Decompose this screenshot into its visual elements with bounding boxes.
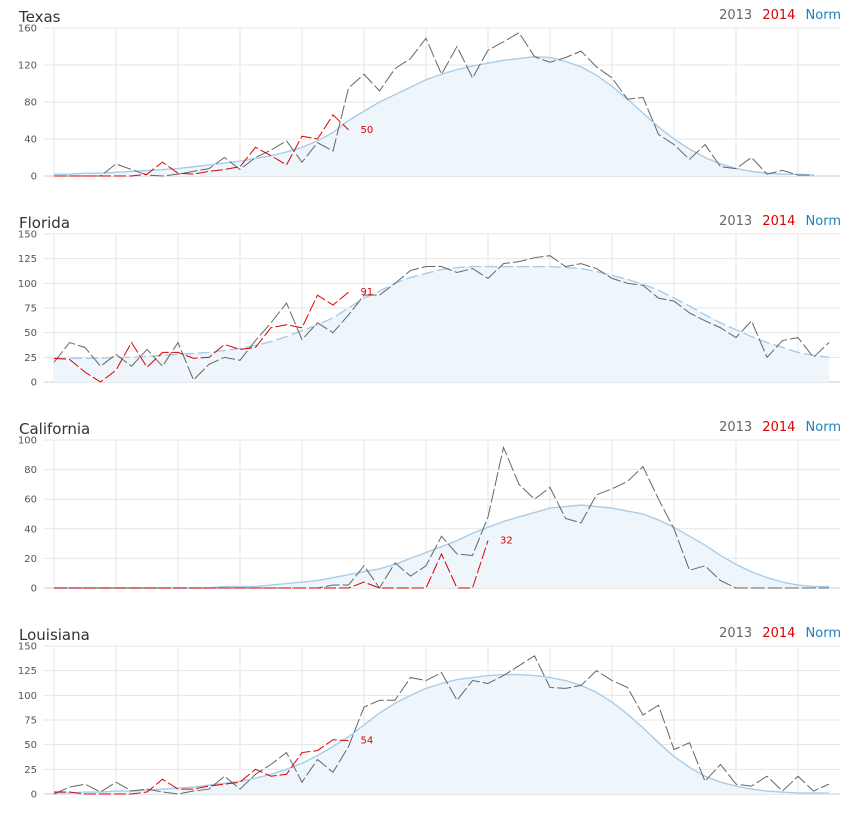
series-2013-line — [53, 255, 830, 381]
series-2014-end-label: 50 — [361, 125, 374, 136]
y-tick-label: 100 — [18, 279, 37, 290]
y-tick-label: 40 — [24, 524, 37, 535]
legend-2013[interactable]: 2013 — [719, 214, 753, 229]
y-tick-label: 100 — [18, 691, 37, 702]
legend-2013[interactable]: 2013 — [719, 626, 753, 641]
series-2014-end-label: 32 — [500, 536, 513, 547]
y-tick-label: 80 — [24, 98, 37, 109]
legend-2014[interactable]: 2014 — [762, 214, 796, 229]
legend-2014[interactable]: 2014 — [762, 8, 796, 23]
y-tick-label: 25 — [24, 353, 37, 364]
y-tick-label: 0 — [31, 790, 37, 801]
legend-2013[interactable]: 2013 — [719, 8, 753, 23]
chart-florida: Florida 2013 2014 Norm 0 25 50 75 100 125 150 9… — [0, 214, 861, 414]
chart-title: California — [19, 420, 91, 438]
norm-area — [54, 674, 829, 794]
legend-norm[interactable]: Norm — [805, 214, 841, 229]
norm-area — [54, 56, 814, 176]
norm-line — [54, 55, 814, 176]
y-tick-label: 125 — [18, 666, 37, 677]
series-2014-end-label: 91 — [361, 287, 374, 298]
legend-norm[interactable]: Norm — [805, 420, 841, 435]
series-2013-line — [53, 655, 830, 795]
y-tick-label: 40 — [24, 135, 37, 146]
y-tick-label: 60 — [24, 495, 37, 506]
y-tick-label: 120 — [18, 61, 37, 72]
plot-area: 0 20 40 60 80 100 32 — [18, 436, 840, 595]
y-tick-label: 0 — [31, 378, 37, 389]
y-tick-label: 75 — [24, 716, 37, 727]
legend: 2013 2014 Norm — [713, 626, 841, 641]
y-tick-label: 125 — [18, 254, 37, 265]
y-tick-label: 160 — [18, 24, 37, 35]
y-tick-label: 150 — [18, 230, 37, 241]
series-2014-end-label: 54 — [361, 736, 374, 747]
norm-area — [54, 266, 829, 382]
series-2014-line — [54, 739, 349, 795]
y-tick-label: 20 — [24, 554, 37, 565]
y-tick-label: 50 — [24, 740, 37, 751]
plot-area: 0 25 50 75 100 125 150 91 — [18, 230, 840, 389]
norm-line — [54, 673, 829, 794]
y-tick-label: 100 — [18, 436, 37, 447]
chart-louisiana: Louisiana 2013 2014 Norm 0 25 50 75 100 125 15… — [0, 626, 861, 826]
chart-title: Florida — [19, 214, 71, 232]
legend-norm[interactable]: Norm — [805, 626, 841, 641]
y-tick-label: 80 — [24, 465, 37, 476]
legend-2014[interactable]: 2014 — [762, 626, 796, 641]
chart-title: Texas — [19, 8, 61, 26]
plot-area: 0 25 50 75 100 125 150 54 — [18, 642, 840, 801]
legend-2014[interactable]: 2014 — [762, 420, 796, 435]
y-tick-label: 75 — [24, 304, 37, 315]
y-tick-label: 150 — [18, 642, 37, 653]
legend-2013[interactable]: 2013 — [719, 420, 753, 435]
legend: 2013 2014 Norm — [713, 214, 841, 229]
series-2013-line — [54, 31, 814, 177]
series-2014-line — [54, 540, 489, 589]
chart-california: California 2013 2014 Norm 0 20 40 60 80 100 32 — [0, 420, 861, 620]
legend: 2013 2014 Norm — [713, 8, 841, 23]
chart-title: Louisiana — [19, 626, 90, 644]
legend-norm[interactable]: Norm — [805, 8, 841, 23]
y-tick-label: 50 — [24, 328, 37, 339]
chart-texas: Texas 2013 2014 Norm 0 40 80 120 160 50 — [0, 8, 861, 208]
legend: 2013 2014 Norm — [713, 420, 841, 435]
y-tick-label: 25 — [24, 765, 37, 776]
series-2014-line — [54, 114, 349, 177]
y-tick-label: 0 — [31, 172, 37, 183]
series-2014-line — [53, 291, 349, 383]
y-tick-label: 0 — [31, 584, 37, 595]
plot-area: 0 40 80 120 160 50 — [18, 24, 840, 183]
